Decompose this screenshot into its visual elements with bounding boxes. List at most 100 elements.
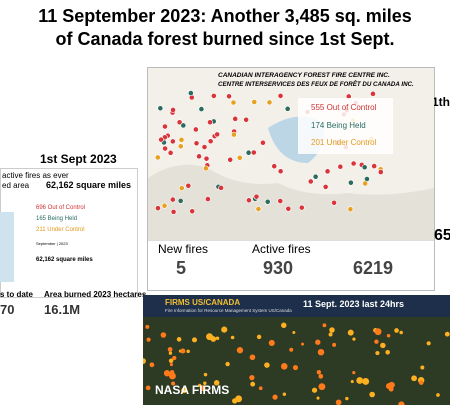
legend-item: 165 Being Held xyxy=(36,216,78,222)
decoration xyxy=(213,380,220,386)
decoration xyxy=(426,341,431,346)
decoration xyxy=(199,385,206,392)
decoration xyxy=(214,131,221,138)
decoration xyxy=(386,333,391,338)
area: 62,162 square miles xyxy=(36,257,93,263)
decoration xyxy=(249,354,256,361)
decoration xyxy=(177,143,184,150)
decoration xyxy=(271,163,278,170)
decoration xyxy=(145,324,150,329)
decoration xyxy=(230,99,237,106)
decoration xyxy=(418,380,424,385)
decoration xyxy=(167,347,173,352)
decoration xyxy=(260,139,266,146)
decoration xyxy=(168,358,174,364)
decoration xyxy=(157,105,164,112)
decoration xyxy=(374,328,382,336)
decoration xyxy=(215,336,220,341)
decoration xyxy=(176,119,183,126)
stats-bar xyxy=(148,240,434,290)
decoration xyxy=(176,337,182,342)
decoration xyxy=(277,92,284,99)
decoration xyxy=(370,90,376,97)
decoration xyxy=(289,347,294,352)
decoration xyxy=(145,385,151,391)
decoration xyxy=(398,401,405,405)
decoration xyxy=(146,337,151,342)
decoration xyxy=(280,363,288,370)
decoration xyxy=(347,206,354,213)
card xyxy=(0,168,138,298)
decoration xyxy=(198,106,205,112)
legend xyxy=(298,98,393,154)
decoration xyxy=(436,393,440,397)
decoration xyxy=(170,107,176,113)
decoration xyxy=(322,183,329,190)
decoration xyxy=(335,399,342,405)
decoration xyxy=(162,123,168,130)
decoration xyxy=(253,193,260,200)
value: 70 xyxy=(0,302,15,317)
decoration xyxy=(352,337,356,341)
decoration xyxy=(394,328,399,333)
decoration xyxy=(191,337,198,343)
decoration xyxy=(307,178,314,185)
decoration xyxy=(362,377,370,385)
decoration xyxy=(385,350,390,355)
decoration xyxy=(361,164,368,171)
decoration xyxy=(201,144,208,150)
bottom-panel: FIRMS US/CANADA Fire Information for Res… xyxy=(143,295,450,405)
decoration xyxy=(236,347,244,354)
decoration xyxy=(187,90,194,97)
decoration xyxy=(168,372,176,380)
decoration xyxy=(196,153,202,160)
decoration xyxy=(315,339,321,345)
note: active fires as ever xyxy=(2,171,69,180)
org: CENTRE INTERSERVICES DES FEUX DE FORÊT D… xyxy=(218,81,414,88)
decoration xyxy=(329,327,335,333)
stat-label: Active fires xyxy=(252,242,311,256)
decoration xyxy=(186,349,190,354)
decoration xyxy=(143,358,146,364)
decoration xyxy=(292,365,299,371)
date: 1st Sept 2023 xyxy=(40,152,117,166)
decoration xyxy=(347,329,354,336)
decoration xyxy=(178,136,185,143)
decoration xyxy=(203,372,208,377)
org: CANADIAN INTERAGENCY FOREST FIRE CENTRE … xyxy=(218,72,390,79)
decoration xyxy=(266,99,273,106)
decoration xyxy=(204,196,211,202)
decoration xyxy=(243,116,250,123)
decoration xyxy=(192,126,199,133)
decoration xyxy=(317,348,325,356)
decoration xyxy=(369,391,375,398)
decoration xyxy=(331,199,337,206)
decoration xyxy=(235,395,243,403)
decoration xyxy=(225,361,230,367)
decoration xyxy=(337,163,344,170)
decoration xyxy=(232,115,239,122)
decoration xyxy=(198,383,202,387)
stat-label: New fires xyxy=(158,242,209,256)
decoration xyxy=(250,149,257,156)
decoration xyxy=(193,140,200,147)
decoration xyxy=(246,197,252,204)
decoration xyxy=(292,330,296,334)
decoration xyxy=(227,156,234,163)
decoration xyxy=(177,197,184,204)
map-strip xyxy=(0,212,14,282)
decoration xyxy=(250,381,256,387)
decoration xyxy=(255,206,262,212)
decoration xyxy=(206,333,213,341)
decoration xyxy=(371,163,378,170)
small-date: September | 2023 xyxy=(36,241,68,246)
subheader: Fire Information for Resource Management… xyxy=(165,308,292,313)
decoration xyxy=(249,375,255,381)
decoration xyxy=(264,362,270,368)
decoration xyxy=(218,184,224,191)
decoration xyxy=(245,149,252,156)
legend-item: 174 Being Held xyxy=(311,121,366,130)
date: 11th xyxy=(434,95,450,109)
stat-value: 6219 xyxy=(353,258,394,278)
